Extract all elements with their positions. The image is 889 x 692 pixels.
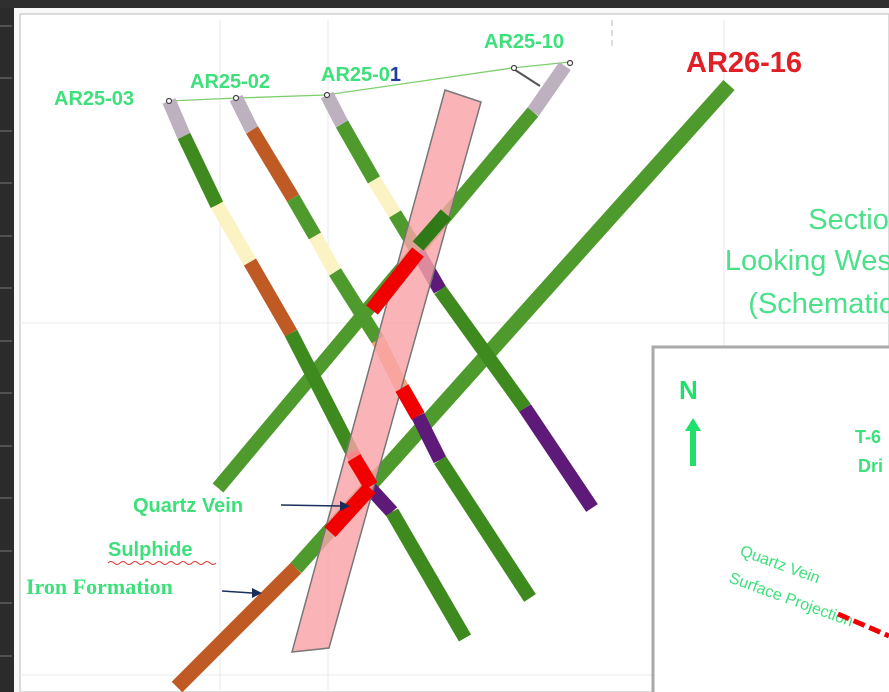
sidebar-dividers [0, 25, 12, 657]
label-ar25-02: AR25-02 [190, 71, 270, 93]
legend-iron-formation: Iron Formation [26, 574, 173, 599]
vein-highlight-ar25-10 [412, 209, 452, 251]
top-bar [0, 0, 889, 8]
inset-map-panel [651, 345, 889, 692]
legend-quartz-vein-leader [280, 504, 341, 507]
label-ar25-01: AR25-01 [321, 64, 401, 86]
legend-quartz-vein-arrow [340, 501, 350, 511]
label-ar25-03: AR25-03 [54, 88, 134, 110]
ar25-10-collar-tick [511, 67, 541, 87]
legend-sulphide: Sulphide [108, 539, 192, 561]
left-sidebar-strip [0, 0, 14, 692]
inset-label-line2: Dri [858, 456, 883, 476]
vein-intersections [324, 247, 425, 538]
legend-iron-formation-leader [221, 590, 253, 594]
north-arrow-icon [685, 418, 701, 466]
label-ar26-16: AR26-16 [686, 47, 802, 79]
legend-iron-formation-arrow [252, 588, 262, 598]
inset-label-line1: T-6 [855, 427, 881, 447]
section-title-line3: (Schematic) [748, 288, 889, 320]
legend-sulphide-underline [107, 561, 217, 565]
label-ar25-10: AR25-10 [484, 31, 564, 53]
legend-quartz-vein: Quartz Vein [133, 495, 243, 517]
section-title: Section Looking West (Schematic) [725, 204, 889, 320]
label-ar25-01-main: AR25-0 [321, 64, 390, 86]
inset-vein-projection [837, 611, 889, 639]
label-ar25-01-suffix: 1 [390, 64, 401, 86]
section-title-line1: Section [808, 204, 889, 236]
collar-markers [165, 59, 574, 105]
inset-north-label: N [679, 375, 698, 405]
section-title-line2: Looking West [725, 245, 889, 277]
